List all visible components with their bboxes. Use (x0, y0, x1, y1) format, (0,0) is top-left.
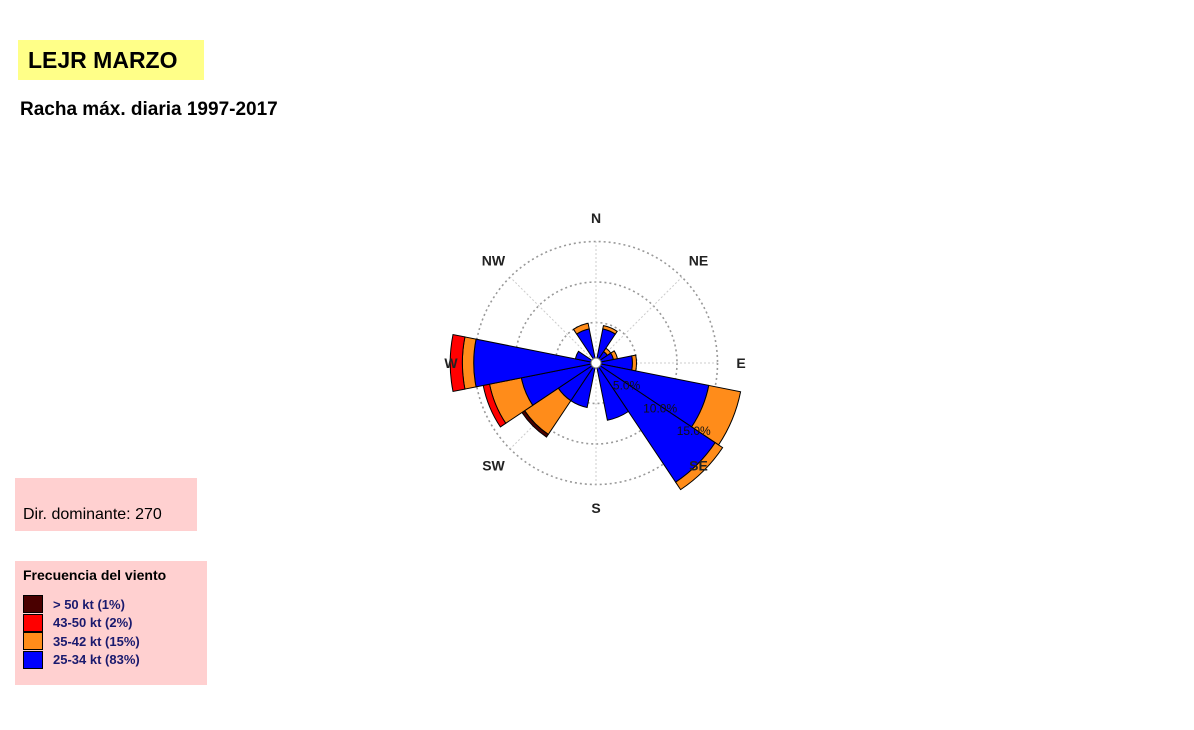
legend-swatch (23, 595, 43, 614)
compass-label-s: S (591, 500, 600, 516)
center-hub (590, 357, 602, 369)
ring-label: 10.0% (643, 401, 677, 415)
legend-title: Frecuencia del viento (23, 567, 167, 583)
sector-bar-35-42-kt (572, 322, 590, 335)
sector-bar-25-34-kt (595, 362, 630, 421)
legend-swatch (23, 650, 43, 669)
chart-subtitle: Racha máx. diaria 1997-2017 (20, 99, 278, 120)
legend-item: > 50 kt (1%) (23, 595, 207, 614)
legend-swatch (23, 613, 43, 632)
station-title: LEJR MARZO (18, 40, 204, 80)
compass-label-sw: SW (482, 458, 505, 474)
legend-item: 43-50 kt (2%) (23, 613, 207, 633)
grid-spoke (509, 276, 597, 364)
legend-label: 43-50 kt (2%) (53, 615, 133, 631)
legend-label: > 50 kt (1%) (53, 596, 125, 612)
dominant-direction-box: Dir. dominante: 270 (15, 478, 197, 531)
legend-swatch (23, 632, 43, 651)
legend-label: 35-42 kt (15%) (53, 633, 140, 649)
sector-bar-25-34-kt (574, 350, 597, 364)
sector-bar-35-42-kt (631, 354, 637, 372)
dominant-direction-value: 270 (135, 506, 162, 523)
dominant-direction-label: Dir. dominante: (23, 506, 131, 523)
sector-bar-35-42-kt (461, 336, 477, 390)
legend-item: 25-34 kt (83%) (23, 650, 207, 670)
ring-label: 5.0% (613, 379, 641, 393)
compass-label-ne: NE (689, 252, 708, 268)
compass-label-w: W (444, 355, 458, 371)
compass-label-se: SE (689, 458, 708, 474)
legend-label: 25-34 kt (83%) (53, 652, 140, 668)
compass-label-nw: NW (482, 252, 506, 268)
compass-label-e: E (736, 355, 745, 371)
compass-label-n: N (591, 210, 601, 226)
ring-label: 15.0% (677, 424, 711, 438)
sector-bar-35-42-kt (674, 441, 724, 491)
sector-bar-43-50-kt (449, 333, 466, 393)
grid-spoke (595, 276, 683, 364)
legend: Frecuencia del viento > 50 kt (1%) 43-50… (15, 561, 207, 685)
sector-bar-35-42-kt (602, 325, 618, 335)
legend-item: 35-42 kt (15%) (23, 632, 207, 651)
